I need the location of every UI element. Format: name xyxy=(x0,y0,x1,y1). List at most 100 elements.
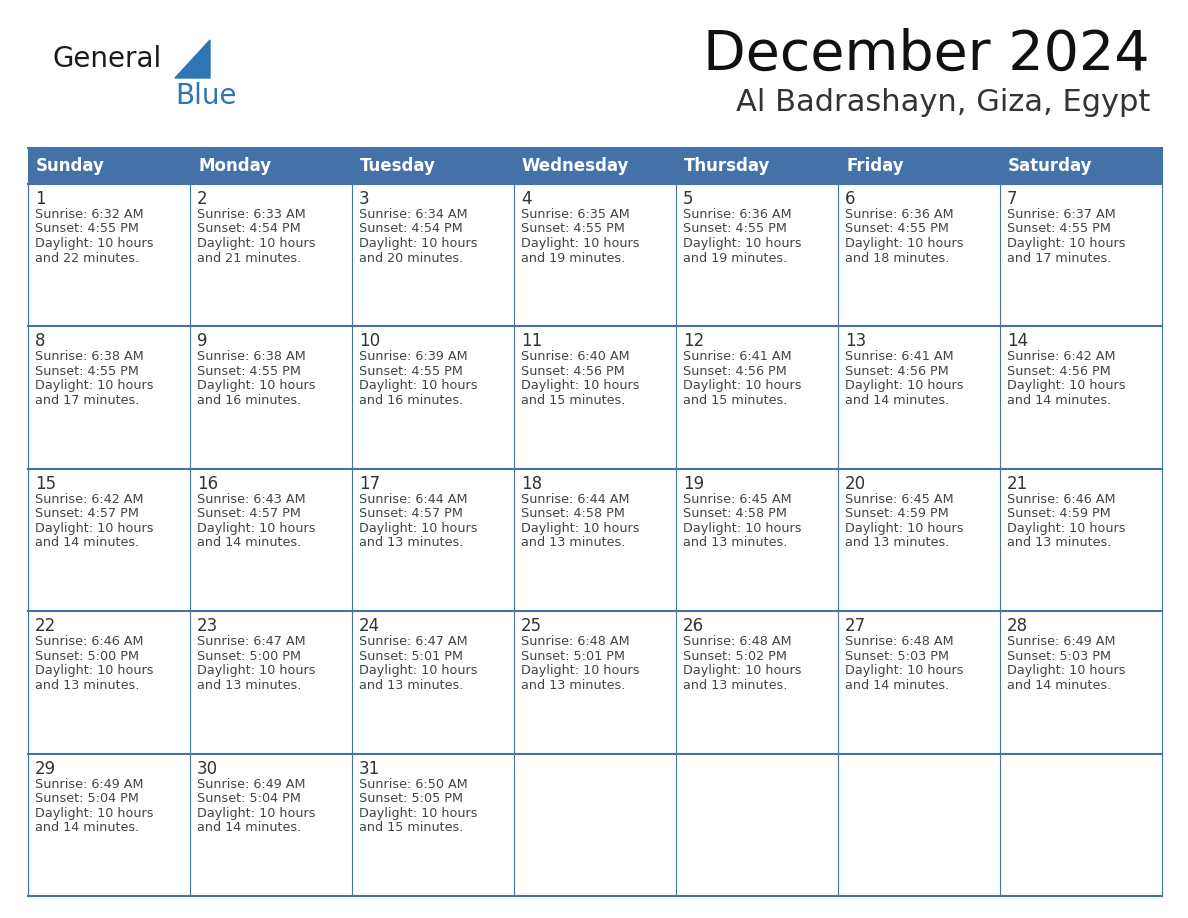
Text: and 15 minutes.: and 15 minutes. xyxy=(359,821,463,834)
Text: 29: 29 xyxy=(34,759,56,778)
Text: Daylight: 10 hours: Daylight: 10 hours xyxy=(359,379,478,392)
Text: 13: 13 xyxy=(845,332,866,351)
Text: Sunset: 5:03 PM: Sunset: 5:03 PM xyxy=(845,650,949,663)
Text: and 14 minutes.: and 14 minutes. xyxy=(845,678,949,691)
Text: Sunrise: 6:49 AM: Sunrise: 6:49 AM xyxy=(197,778,305,790)
Text: Daylight: 10 hours: Daylight: 10 hours xyxy=(683,521,802,535)
Text: Daylight: 10 hours: Daylight: 10 hours xyxy=(197,521,316,535)
Text: Sunset: 4:55 PM: Sunset: 4:55 PM xyxy=(359,364,463,378)
Text: Daylight: 10 hours: Daylight: 10 hours xyxy=(359,521,478,535)
Text: Daylight: 10 hours: Daylight: 10 hours xyxy=(683,237,802,250)
Text: 10: 10 xyxy=(359,332,380,351)
Text: 15: 15 xyxy=(34,475,56,493)
Text: and 14 minutes.: and 14 minutes. xyxy=(34,536,139,549)
Text: 6: 6 xyxy=(845,190,855,208)
Text: 16: 16 xyxy=(197,475,219,493)
Text: 14: 14 xyxy=(1007,332,1028,351)
Text: Daylight: 10 hours: Daylight: 10 hours xyxy=(34,807,153,820)
Text: Sunset: 5:02 PM: Sunset: 5:02 PM xyxy=(683,650,786,663)
Text: Daylight: 10 hours: Daylight: 10 hours xyxy=(34,521,153,535)
Text: 8: 8 xyxy=(34,332,45,351)
Text: 23: 23 xyxy=(197,617,219,635)
Text: and 16 minutes.: and 16 minutes. xyxy=(359,394,463,407)
Text: and 13 minutes.: and 13 minutes. xyxy=(1007,536,1112,549)
Text: Sunrise: 6:48 AM: Sunrise: 6:48 AM xyxy=(845,635,954,648)
Text: Sunrise: 6:46 AM: Sunrise: 6:46 AM xyxy=(34,635,144,648)
Text: Sunrise: 6:46 AM: Sunrise: 6:46 AM xyxy=(1007,493,1116,506)
Text: and 13 minutes.: and 13 minutes. xyxy=(359,678,463,691)
Text: 17: 17 xyxy=(359,475,380,493)
Text: 5: 5 xyxy=(683,190,694,208)
Text: Daylight: 10 hours: Daylight: 10 hours xyxy=(34,237,153,250)
Text: Sunset: 4:57 PM: Sunset: 4:57 PM xyxy=(197,508,301,521)
Text: Sunset: 4:57 PM: Sunset: 4:57 PM xyxy=(359,508,463,521)
Text: Sunrise: 6:32 AM: Sunrise: 6:32 AM xyxy=(34,208,144,221)
Text: 25: 25 xyxy=(522,617,542,635)
Text: Daylight: 10 hours: Daylight: 10 hours xyxy=(197,379,316,392)
Text: 1: 1 xyxy=(34,190,45,208)
Text: Sunset: 5:01 PM: Sunset: 5:01 PM xyxy=(359,650,463,663)
Text: Sunrise: 6:45 AM: Sunrise: 6:45 AM xyxy=(683,493,791,506)
Text: Sunset: 4:54 PM: Sunset: 4:54 PM xyxy=(197,222,301,236)
Text: Sunset: 4:58 PM: Sunset: 4:58 PM xyxy=(522,508,625,521)
Text: Sunrise: 6:48 AM: Sunrise: 6:48 AM xyxy=(522,635,630,648)
Text: Sunset: 5:04 PM: Sunset: 5:04 PM xyxy=(197,792,301,805)
Bar xyxy=(29,148,1162,184)
Text: Sunset: 4:55 PM: Sunset: 4:55 PM xyxy=(845,222,949,236)
Text: 18: 18 xyxy=(522,475,542,493)
Text: Daylight: 10 hours: Daylight: 10 hours xyxy=(683,665,802,677)
Text: Sunrise: 6:37 AM: Sunrise: 6:37 AM xyxy=(1007,208,1116,221)
Text: Daylight: 10 hours: Daylight: 10 hours xyxy=(359,665,478,677)
Text: 3: 3 xyxy=(359,190,369,208)
Text: Monday: Monday xyxy=(198,157,271,175)
Text: Sunrise: 6:36 AM: Sunrise: 6:36 AM xyxy=(845,208,954,221)
Text: Sunrise: 6:43 AM: Sunrise: 6:43 AM xyxy=(197,493,305,506)
Text: Daylight: 10 hours: Daylight: 10 hours xyxy=(522,379,639,392)
Text: Sunset: 4:58 PM: Sunset: 4:58 PM xyxy=(683,508,786,521)
Text: Daylight: 10 hours: Daylight: 10 hours xyxy=(34,379,153,392)
Text: 24: 24 xyxy=(359,617,380,635)
Text: Sunset: 5:00 PM: Sunset: 5:00 PM xyxy=(197,650,301,663)
Text: 27: 27 xyxy=(845,617,866,635)
Text: Thursday: Thursday xyxy=(684,157,770,175)
Text: Sunrise: 6:40 AM: Sunrise: 6:40 AM xyxy=(522,351,630,364)
Text: Sunset: 4:57 PM: Sunset: 4:57 PM xyxy=(34,508,139,521)
Text: Sunset: 4:55 PM: Sunset: 4:55 PM xyxy=(1007,222,1111,236)
Text: and 13 minutes.: and 13 minutes. xyxy=(197,678,302,691)
Text: and 13 minutes.: and 13 minutes. xyxy=(683,536,788,549)
Text: Sunset: 4:59 PM: Sunset: 4:59 PM xyxy=(1007,508,1111,521)
Text: and 21 minutes.: and 21 minutes. xyxy=(197,252,302,264)
Text: Sunrise: 6:44 AM: Sunrise: 6:44 AM xyxy=(522,493,630,506)
Text: 22: 22 xyxy=(34,617,56,635)
Text: Sunset: 4:55 PM: Sunset: 4:55 PM xyxy=(34,222,139,236)
Text: Sunset: 4:55 PM: Sunset: 4:55 PM xyxy=(522,222,625,236)
Text: Sunrise: 6:44 AM: Sunrise: 6:44 AM xyxy=(359,493,468,506)
Text: and 19 minutes.: and 19 minutes. xyxy=(683,252,788,264)
Text: Sunrise: 6:42 AM: Sunrise: 6:42 AM xyxy=(1007,351,1116,364)
Text: 4: 4 xyxy=(522,190,531,208)
Text: Sunset: 4:56 PM: Sunset: 4:56 PM xyxy=(683,364,786,378)
Text: Sunrise: 6:42 AM: Sunrise: 6:42 AM xyxy=(34,493,144,506)
Text: and 20 minutes.: and 20 minutes. xyxy=(359,252,463,264)
Text: and 17 minutes.: and 17 minutes. xyxy=(34,394,139,407)
Text: and 13 minutes.: and 13 minutes. xyxy=(845,536,949,549)
Text: Daylight: 10 hours: Daylight: 10 hours xyxy=(683,379,802,392)
Text: Daylight: 10 hours: Daylight: 10 hours xyxy=(845,665,963,677)
Text: Sunrise: 6:41 AM: Sunrise: 6:41 AM xyxy=(683,351,791,364)
Text: 19: 19 xyxy=(683,475,704,493)
Text: 30: 30 xyxy=(197,759,219,778)
Text: Sunrise: 6:48 AM: Sunrise: 6:48 AM xyxy=(683,635,791,648)
Text: Sunrise: 6:47 AM: Sunrise: 6:47 AM xyxy=(197,635,305,648)
Text: Sunset: 5:04 PM: Sunset: 5:04 PM xyxy=(34,792,139,805)
Text: 7: 7 xyxy=(1007,190,1017,208)
Text: Daylight: 10 hours: Daylight: 10 hours xyxy=(1007,237,1125,250)
Text: 9: 9 xyxy=(197,332,208,351)
Text: and 14 minutes.: and 14 minutes. xyxy=(197,821,302,834)
Text: Sunrise: 6:34 AM: Sunrise: 6:34 AM xyxy=(359,208,468,221)
Text: and 15 minutes.: and 15 minutes. xyxy=(522,394,625,407)
Text: Sunset: 4:55 PM: Sunset: 4:55 PM xyxy=(197,364,301,378)
Text: and 17 minutes.: and 17 minutes. xyxy=(1007,252,1112,264)
Text: Sunrise: 6:47 AM: Sunrise: 6:47 AM xyxy=(359,635,468,648)
Text: Sunrise: 6:35 AM: Sunrise: 6:35 AM xyxy=(522,208,630,221)
Text: and 19 minutes.: and 19 minutes. xyxy=(522,252,625,264)
